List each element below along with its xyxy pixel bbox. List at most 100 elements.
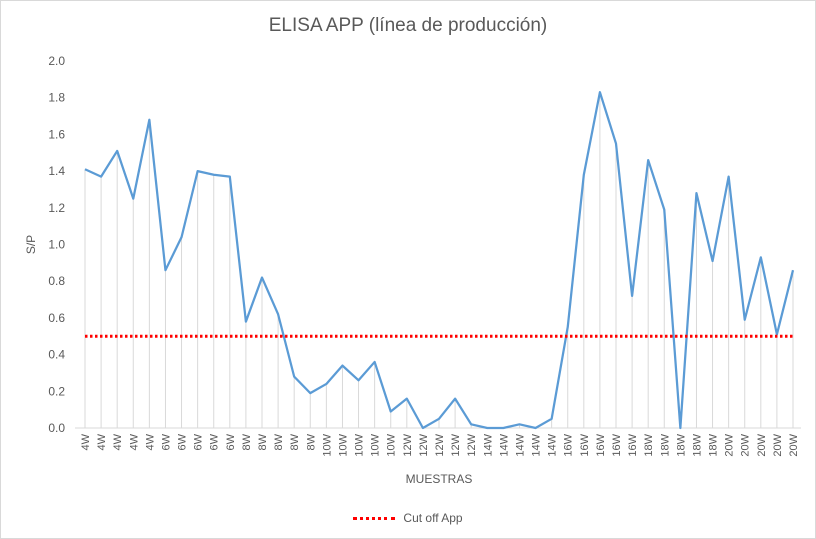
x-tick-label: 18W (675, 433, 687, 456)
x-tick-label: 14W (498, 433, 510, 456)
y-tick-label: 0.2 (48, 384, 65, 398)
data-point (293, 376, 295, 378)
data-point (213, 174, 215, 176)
x-tick-label: 8W (289, 433, 301, 450)
data-point (535, 427, 537, 429)
x-tick-label: 16W (579, 433, 591, 456)
y-tick-label: 0.0 (48, 421, 65, 435)
x-axis-title: MUESTRAS (406, 472, 473, 486)
y-tick-label: 2.0 (48, 54, 65, 68)
y-tick-label: 1.2 (48, 201, 65, 215)
data-points (84, 91, 794, 429)
legend-label-cutoff: Cut off App (403, 511, 463, 525)
data-point (679, 427, 681, 429)
x-tick-label: 10W (354, 433, 366, 456)
x-tick-label: 14W (482, 433, 494, 456)
x-tick-label: 16W (595, 433, 607, 456)
data-point (454, 398, 456, 400)
y-tick-label: 1.0 (48, 238, 65, 252)
data-point (325, 383, 327, 385)
x-tick-label: 8W (305, 433, 317, 450)
chart-title: ELISA APP (línea de producción) (268, 15, 548, 36)
x-tick-label: 12W (418, 433, 430, 456)
x-tick-label: 10W (386, 433, 398, 456)
data-point (518, 423, 520, 425)
x-axis-ticks: 4W 4W 4W 4W 4W 6W 6W 6W 6W 6W 8W 8W 8W 8W 8W 10W 10W 10W 1… (80, 433, 800, 456)
data-point (229, 176, 231, 178)
y-tick-label: 0.8 (48, 274, 65, 288)
data-point (261, 277, 263, 279)
data-point (116, 150, 118, 152)
data-point (132, 198, 134, 200)
legend: Cut off App (1, 511, 815, 525)
data-point (422, 427, 424, 429)
data-point (663, 209, 665, 211)
data-point (148, 119, 150, 121)
x-tick-label: 12W (466, 433, 478, 456)
data-point (245, 321, 247, 323)
data-point (776, 333, 778, 335)
data-point (374, 361, 376, 363)
x-tick-label: 4W (80, 433, 92, 450)
x-tick-label: 6W (209, 433, 221, 450)
data-point (164, 269, 166, 271)
data-point (277, 313, 279, 315)
x-tick-label: 16W (611, 433, 623, 456)
x-tick-label: 6W (160, 433, 172, 450)
x-tick-label: 12W (402, 433, 414, 456)
data-point (744, 319, 746, 321)
y-axis-ticks: 0.0 0.2 0.4 0.6 0.8 1.0 1.2 1.4 1.6 1.8 2.0 (48, 54, 65, 435)
x-tick-label: 12W (450, 433, 462, 456)
x-tick-label: 6W (193, 433, 205, 450)
data-point (583, 174, 585, 176)
data-point (486, 427, 488, 429)
legend-swatch-cutoff (353, 516, 396, 520)
data-point (599, 91, 601, 93)
x-tick-label: 4W (128, 433, 140, 450)
x-tick-label: 20W (772, 433, 784, 456)
data-point (100, 176, 102, 178)
y-tick-label: 1.8 (48, 91, 65, 105)
data-point (406, 398, 408, 400)
data-point (181, 236, 183, 238)
x-tick-label: 14W (547, 433, 559, 456)
x-tick-label: 8W (273, 433, 285, 450)
series-group (84, 91, 795, 430)
data-point (390, 410, 392, 412)
x-tick-label: 10W (370, 433, 382, 456)
data-point (551, 418, 553, 420)
x-tick-label: 20W (740, 433, 752, 456)
x-tick-label: 20W (724, 433, 736, 456)
data-point (615, 143, 617, 145)
data-point (760, 256, 762, 258)
x-tick-label: 14W (514, 433, 526, 456)
series-line-sp (84, 91, 795, 430)
data-point (470, 423, 472, 425)
x-tick-label: 20W (788, 433, 800, 456)
x-tick-label: 8W (241, 433, 253, 450)
x-tick-label: 18W (708, 433, 720, 456)
data-point (438, 418, 440, 420)
x-tick-label: 18W (691, 433, 703, 456)
x-tick-label: 20W (756, 433, 768, 456)
x-tick-label: 16W (563, 433, 575, 456)
x-tick-label: 6W (177, 433, 189, 450)
y-tick-label: 1.6 (48, 127, 65, 141)
x-tick-label: 4W (96, 433, 108, 450)
data-point (567, 326, 569, 328)
data-point (728, 176, 730, 178)
data-point (647, 159, 649, 161)
x-tick-label: 18W (659, 433, 671, 456)
x-tick-label: 8W (257, 433, 269, 450)
data-point (695, 192, 697, 194)
x-tick-label: 10W (321, 433, 333, 456)
data-point (358, 379, 360, 381)
x-tick-label: 16W (627, 433, 639, 456)
data-point (309, 392, 311, 394)
x-tick-label: 6W (225, 433, 237, 450)
data-point (712, 260, 714, 262)
y-tick-label: 1.4 (48, 164, 65, 178)
data-point (84, 168, 86, 170)
